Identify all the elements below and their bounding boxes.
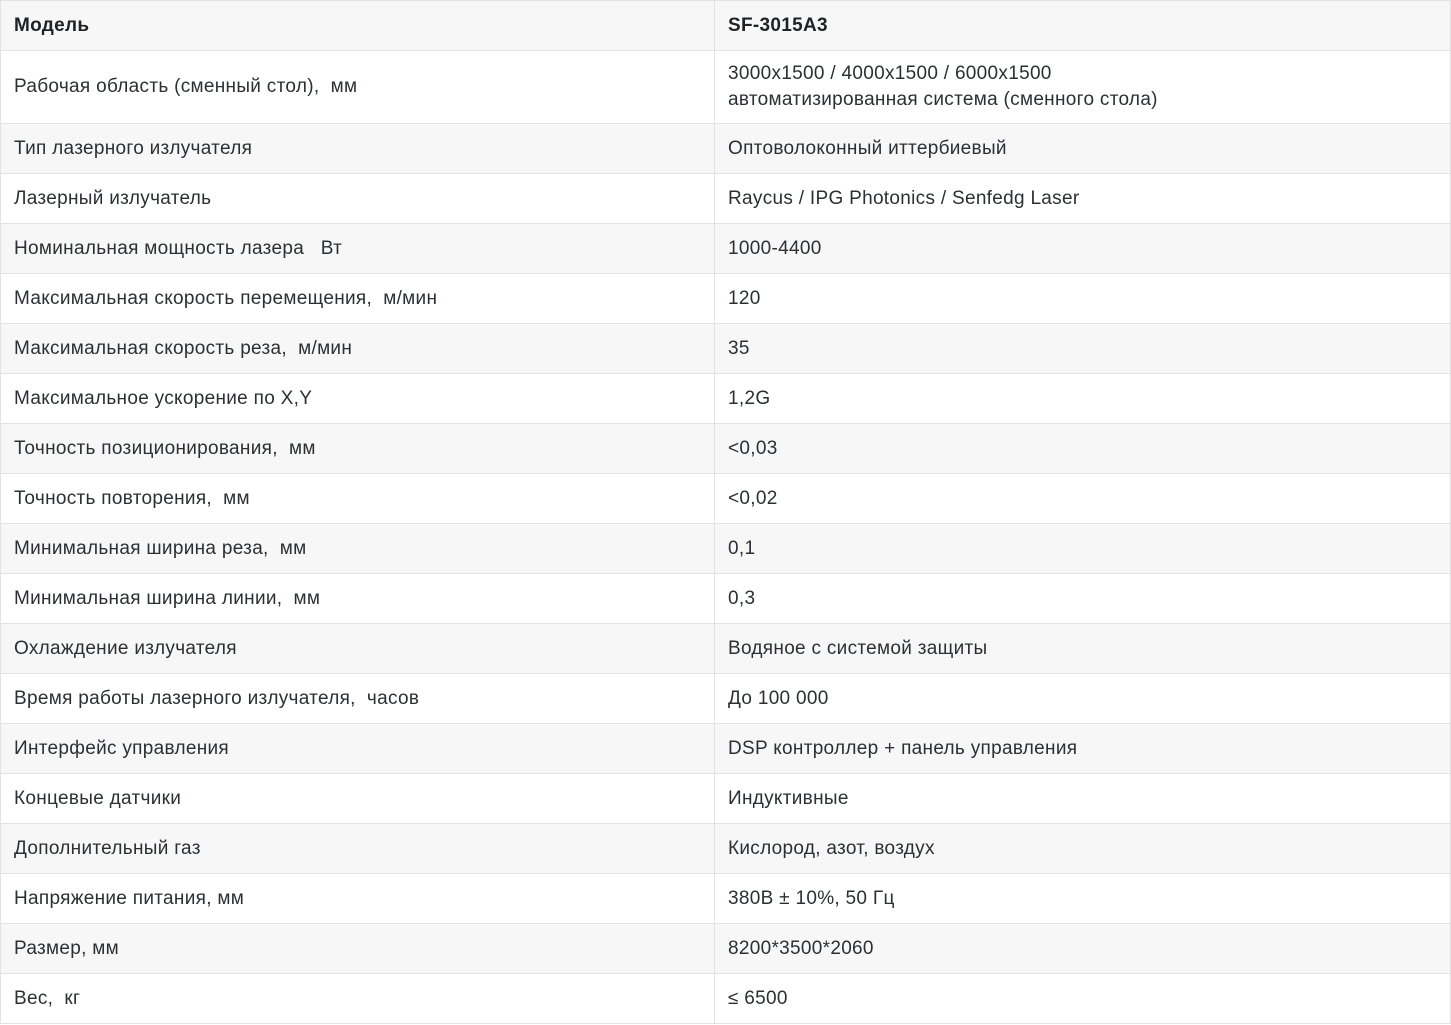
spec-label: Максимальная скорость перемещения, м/мин — [1, 274, 715, 323]
spec-label: Вес, кг — [1, 974, 715, 1023]
table-row: Рабочая область (сменный стол), мм 3000х… — [1, 51, 1450, 124]
spec-value: <0,02 — [728, 487, 778, 509]
spec-value: 1,2G — [728, 387, 771, 409]
spec-value: Кислород, азот, воздух — [728, 837, 935, 859]
spec-label: Размер, мм — [1, 924, 715, 973]
spec-label: Концевые датчики — [1, 774, 715, 823]
spec-label: Дополнительный газ — [1, 824, 715, 873]
table-row: Максимальная скорость реза, м/мин 35 — [1, 324, 1450, 374]
spec-header-label: Модель — [1, 1, 715, 50]
spec-label: Точность повторения, мм — [1, 474, 715, 523]
table-row: Максимальное ускорение по X,Y 1,2G — [1, 374, 1450, 424]
table-row: Точность повторения, мм <0,02 — [1, 474, 1450, 524]
spec-value: До 100 000 — [728, 687, 829, 709]
spec-label: Рабочая область (сменный стол), мм — [1, 51, 715, 123]
table-row: Дополнительный газ Кислород, азот, возду… — [1, 824, 1450, 874]
table-header-row: Модель SF-3015A3 — [1, 1, 1450, 51]
spec-value: 35 — [728, 337, 750, 359]
spec-value: Индуктивные — [728, 787, 849, 809]
spec-label: Максимальная скорость реза, м/мин — [1, 324, 715, 373]
spec-value: Raycus / IPG Photonics / Senfedg Laser — [728, 187, 1080, 209]
spec-label: Напряжение питания, мм — [1, 874, 715, 923]
spec-value: 1000-4400 — [728, 237, 822, 259]
table-row: Максимальная скорость перемещения, м/мин… — [1, 274, 1450, 324]
spec-label: Номинальная мощность лазера Вт — [1, 224, 715, 273]
spec-label: Интерфейс управления — [1, 724, 715, 773]
spec-value: 0,1 — [728, 537, 756, 559]
spec-label: Лазерный излучатель — [1, 174, 715, 223]
spec-label: Минимальная ширина реза, мм — [1, 524, 715, 573]
table-row: Интерфейс управления DSP контроллер + па… — [1, 724, 1450, 774]
spec-value: 3000х1500 / 4000х1500 / 6000х1500 автома… — [728, 63, 1158, 110]
spec-value: Водяное с системой защиты — [728, 637, 988, 659]
spec-value: Оптоволоконный иттербиевый — [728, 137, 1007, 159]
spec-label: Охлаждение излучателя — [1, 624, 715, 673]
spec-value: 8200*3500*2060 — [728, 937, 874, 959]
table-row: Минимальная ширина реза, мм 0,1 — [1, 524, 1450, 574]
table-row: Размер, мм 8200*3500*2060 — [1, 924, 1450, 974]
spec-label: Время работы лазерного излучателя, часов — [1, 674, 715, 723]
table-row: Номинальная мощность лазера Вт 1000-4400 — [1, 224, 1450, 274]
spec-value: 380В ± 10%, 50 Гц — [728, 887, 895, 909]
spec-value: 0,3 — [728, 587, 756, 609]
spec-value: 120 — [728, 287, 761, 309]
spec-header-value: SF-3015A3 — [728, 14, 828, 36]
spec-value: <0,03 — [728, 437, 778, 459]
spec-label: Максимальное ускорение по X,Y — [1, 374, 715, 423]
table-row: Лазерный излучатель Raycus / IPG Photoni… — [1, 174, 1450, 224]
table-row: Концевые датчики Индуктивные — [1, 774, 1450, 824]
table-row: Напряжение питания, мм 380В ± 10%, 50 Гц — [1, 874, 1450, 924]
table-row: Минимальная ширина линии, мм 0,3 — [1, 574, 1450, 624]
table-row: Охлаждение излучателя Водяное с системой… — [1, 624, 1450, 674]
spec-value: ≤ 6500 — [728, 987, 788, 1009]
spec-label: Тип лазерного излучателя — [1, 124, 715, 173]
table-row: Точность позиционирования, мм <0,03 — [1, 424, 1450, 474]
table-row: Тип лазерного излучателя Оптоволоконный … — [1, 124, 1450, 174]
spec-label: Точность позиционирования, мм — [1, 424, 715, 473]
spec-value: DSP контроллер + панель управления — [728, 737, 1078, 759]
table-row: Вес, кг ≤ 6500 — [1, 974, 1450, 1023]
spec-label: Минимальная ширина линии, мм — [1, 574, 715, 623]
table-row: Время работы лазерного излучателя, часов… — [1, 674, 1450, 724]
